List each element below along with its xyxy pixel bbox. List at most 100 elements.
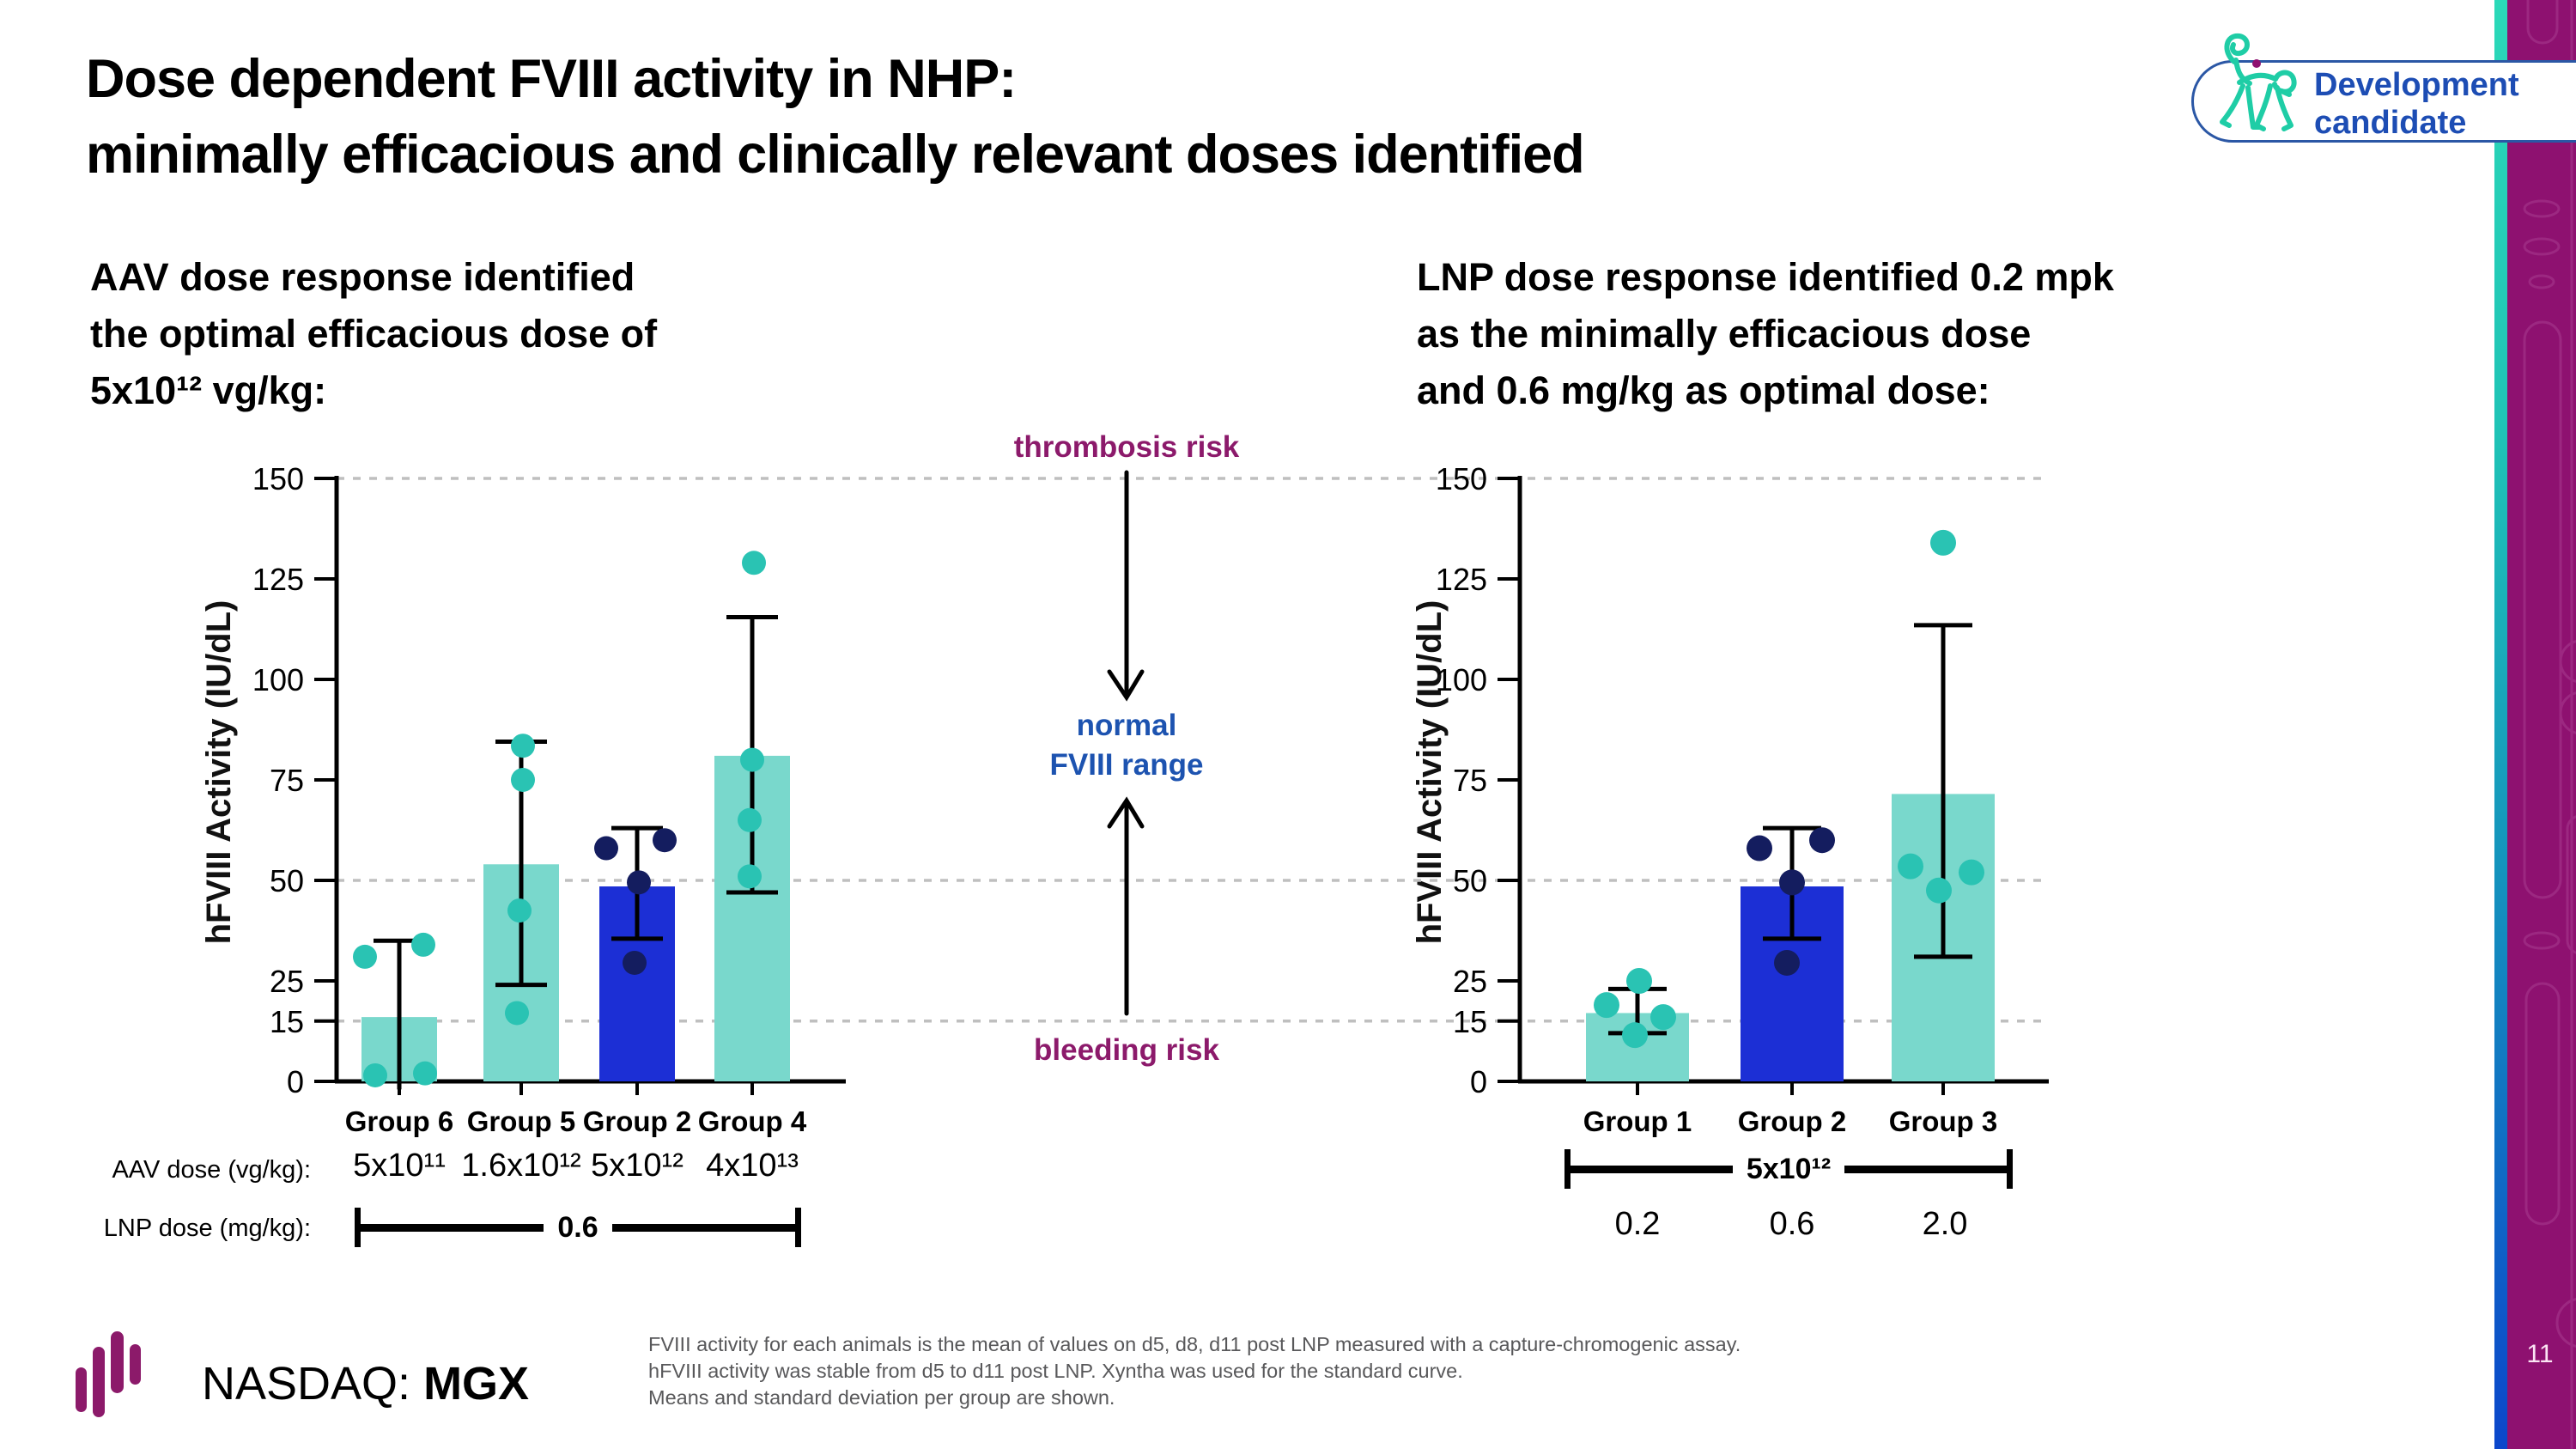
lnp-bracket-label: 0.6 — [557, 1210, 598, 1244]
lnp-dose-value: 0.2 — [1614, 1206, 1661, 1242]
data-point — [1809, 827, 1835, 854]
y-tick-label: 0 — [287, 1064, 304, 1099]
data-point — [511, 734, 535, 758]
bracket-line — [1571, 1165, 1733, 1173]
bracket-line — [611, 1223, 796, 1232]
normal-range-line: normal — [1076, 709, 1177, 742]
footnote-line: hFVIII activity was stable from d5 to d1… — [648, 1360, 1463, 1382]
category-label: Group 4 — [698, 1105, 807, 1137]
data-point — [738, 864, 762, 889]
aav-dose-row-label: AAV dose (vg/kg): — [112, 1156, 311, 1184]
lnp-dose-chart: 0 15 25 50 75 100 125 150 Group 1 Group 2 Group 3 — [1436, 461, 2049, 1137]
y-tick-label: 150 — [1436, 461, 1487, 496]
data-point — [738, 807, 762, 832]
y-tick-label: 100 — [1436, 662, 1487, 697]
category-label: Group 1 — [1583, 1105, 1692, 1137]
data-point — [1959, 859, 1984, 886]
bleeding-risk-label: bleeding risk — [1034, 1033, 1219, 1067]
data-point — [1626, 968, 1652, 994]
band-decoration — [2523, 0, 2576, 1449]
normal-range-line: FVIII range — [1049, 748, 1204, 782]
bracket-endcap — [1564, 1149, 1571, 1189]
data-point — [1622, 1022, 1648, 1049]
up-arrowhead-icon — [1107, 796, 1145, 829]
category-label: Group 2 — [1738, 1105, 1847, 1137]
data-point — [1594, 992, 1619, 1019]
bracket-endcap — [2007, 1149, 2013, 1189]
nasdaq-logo-icon — [93, 1347, 105, 1417]
down-arrowhead-icon — [1107, 669, 1145, 702]
aav-dose-value: 1.6x10¹² — [461, 1148, 581, 1184]
data-point — [627, 870, 651, 895]
nasdaq-ticker: NASDAQ: MGX — [202, 1357, 529, 1410]
data-point — [1650, 1004, 1676, 1031]
aav-dose-value: 5x10¹¹ — [353, 1148, 446, 1184]
data-point — [1898, 853, 1923, 880]
data-point — [505, 1001, 529, 1026]
category-label: Group 6 — [345, 1105, 454, 1137]
category-label: Group 3 — [1889, 1105, 1998, 1137]
right-heading-line: LNP dose response identified 0.2 mpk — [1417, 255, 2114, 299]
data-point — [511, 768, 535, 792]
y-tick-label: 25 — [270, 964, 304, 999]
ticker-symbol: MGX — [423, 1358, 530, 1409]
nasdaq-logo-icon — [130, 1344, 141, 1385]
data-point — [623, 950, 647, 975]
y-tick-label: 75 — [1453, 763, 1487, 798]
badge-label-line: Development — [2314, 67, 2519, 103]
bracket-endcap — [795, 1208, 802, 1247]
footnote-line: FVIII activity for each animals is the m… — [648, 1333, 1741, 1355]
data-point — [594, 836, 618, 861]
y-tick-label: 75 — [270, 763, 304, 798]
data-point — [1926, 877, 1952, 904]
nasdaq-logo-icon — [111, 1331, 124, 1393]
nasdaq-logo-icon — [76, 1367, 87, 1412]
edge-gradient-strip — [2494, 0, 2507, 1449]
data-point — [363, 1062, 387, 1087]
page-title: Dose dependent FVIII activity in NHP: mi… — [86, 41, 1585, 192]
data-point — [1930, 529, 1956, 556]
left-heading-line: the optimal efficacious dose of — [90, 312, 658, 356]
y-tick-label: 125 — [1436, 562, 1487, 597]
nasdaq-prefix: NASDAQ: — [202, 1358, 424, 1409]
data-point — [1779, 869, 1805, 896]
data-point — [740, 747, 764, 772]
lnp-dose-bracket-left: 0.6 — [355, 1208, 802, 1247]
data-point — [413, 1061, 437, 1086]
data-point — [411, 932, 435, 957]
bracket-line — [1844, 1165, 2007, 1173]
data-point — [742, 551, 766, 575]
lnp-dose-row-label: LNP dose (mg/kg): — [103, 1215, 311, 1242]
title-line-2: minimally efficacious and clinically rel… — [86, 125, 1585, 185]
aav-bracket-label: 5x10¹² — [1746, 1152, 1832, 1185]
y-tick-label: 50 — [270, 863, 304, 898]
lnp-dose-value: 0.6 — [1769, 1206, 1815, 1242]
thrombosis-risk-label: thrombosis risk — [1013, 430, 1240, 464]
left-panel-heading: AAV dose response identified the optimal… — [90, 249, 657, 419]
y-tick-label: 100 — [252, 662, 304, 697]
lnp-dose-value: 2.0 — [1922, 1206, 1968, 1242]
badge-label-line: candidate — [2314, 105, 2467, 141]
y-tick-label: 15 — [1453, 1004, 1487, 1039]
edge-magenta-band — [2507, 0, 2576, 1449]
page-number: 11 — [2526, 1340, 2554, 1368]
aav-dose-bracket-right: 5x10¹² — [1564, 1149, 2013, 1189]
y-tick-label: 50 — [1453, 863, 1487, 898]
data-point — [1774, 949, 1800, 976]
y-tick-label: 150 — [252, 461, 304, 496]
left-heading-line: AAV dose response identified — [90, 255, 635, 299]
data-point — [653, 828, 677, 853]
category-label: Group 2 — [583, 1105, 692, 1137]
y-tick-label: 0 — [1470, 1064, 1487, 1099]
risk-range-arrows — [1107, 470, 1145, 1016]
right-panel-heading: LNP dose response identified 0.2 mpk as … — [1417, 249, 2114, 419]
footnote: FVIII activity for each animals is the m… — [648, 1331, 1741, 1411]
footnote-line: Means and standard deviation per group a… — [648, 1386, 1115, 1409]
y-tick-label: 125 — [252, 562, 304, 597]
data-point — [353, 944, 377, 969]
badge-label: Development candidate — [2314, 66, 2519, 142]
aav-dose-value: 5x10¹² — [591, 1148, 683, 1184]
category-label: Group 5 — [467, 1105, 576, 1137]
